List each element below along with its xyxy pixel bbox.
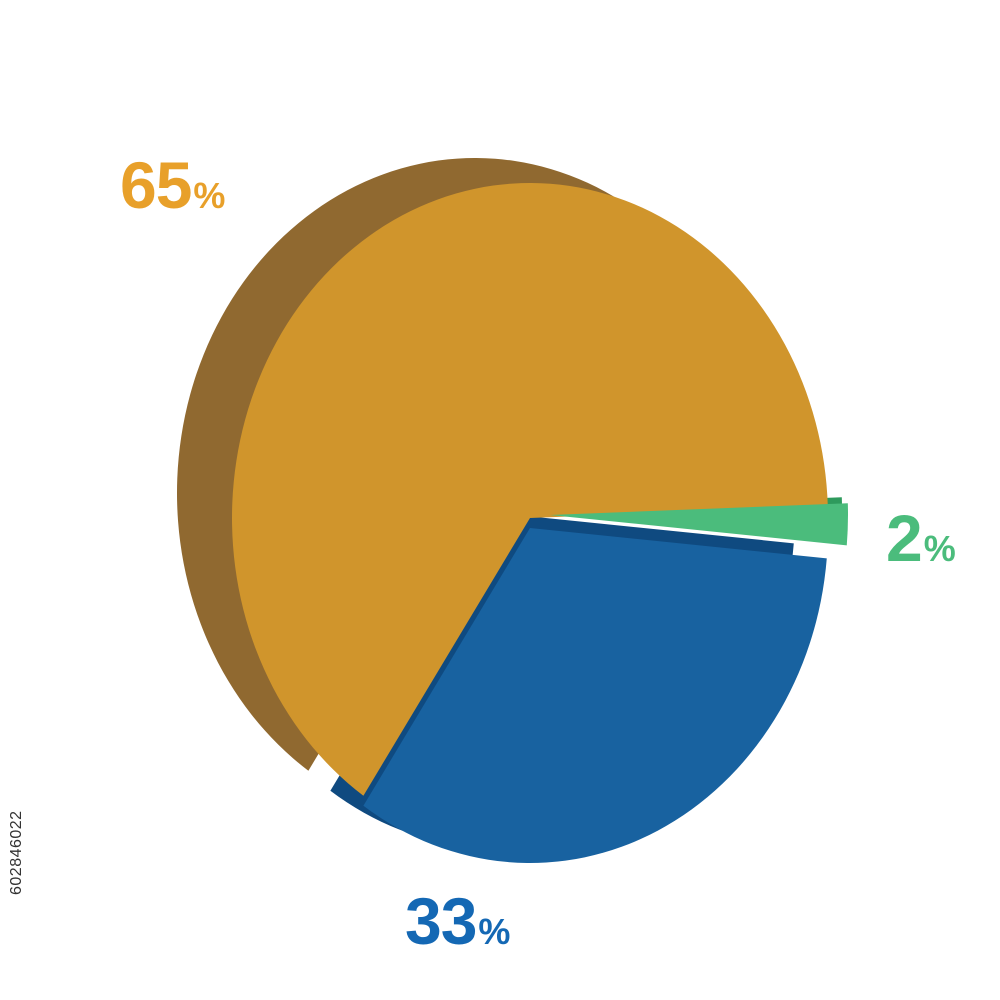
slice-label-65: 65% [120, 148, 226, 222]
stock-image-id: 602846022 [8, 810, 25, 895]
pie-slice-65 [232, 183, 828, 796]
slice-label-2: 2% [886, 501, 956, 575]
pie-slice-2 [550, 503, 848, 546]
slice-label-33: 33% [405, 884, 511, 958]
pie-slice-33 [363, 528, 827, 863]
